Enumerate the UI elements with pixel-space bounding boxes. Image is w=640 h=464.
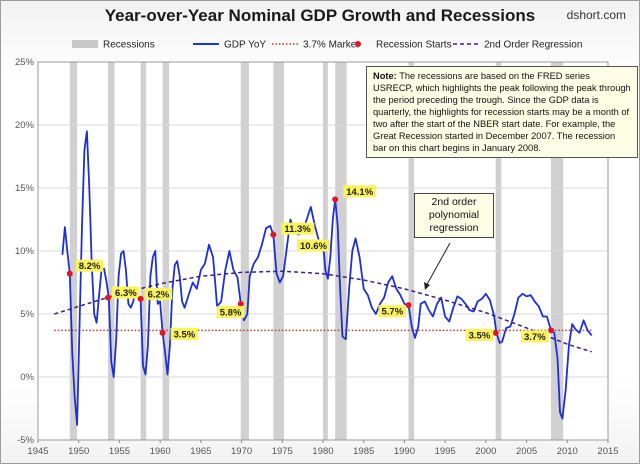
recession-start-point xyxy=(548,327,554,334)
annotation-arrow xyxy=(424,242,451,289)
x-tick-label: 1955 xyxy=(109,446,130,457)
x-tick-label: 1985 xyxy=(353,446,374,457)
recession-start-label-bg xyxy=(281,222,315,235)
x-tick-label: 1965 xyxy=(190,446,211,457)
recession-start-point xyxy=(66,270,73,277)
plot-border xyxy=(37,61,609,441)
recession-start-point xyxy=(159,329,166,336)
source-label: dshort.com xyxy=(566,8,626,22)
legend-label: Recession Starts xyxy=(376,40,452,51)
recession-start-label: 6.3% xyxy=(115,288,137,299)
x-tick-label: 1950 xyxy=(68,446,89,457)
recession-start-point xyxy=(237,300,244,307)
recession-start-label-bg xyxy=(112,286,140,299)
legend-item: Recession Starts xyxy=(355,40,452,51)
x-tick-label: 1960 xyxy=(150,446,171,457)
x-tick-label: 1970 xyxy=(231,446,252,457)
recession-start-label: 5.8% xyxy=(220,307,242,318)
x-tick-label: 2005 xyxy=(516,446,537,457)
x-tick-label: 1945 xyxy=(27,446,48,457)
recession-start-label-bg xyxy=(297,239,330,252)
recession-start-point xyxy=(137,295,144,302)
recession-start-label: 8.2% xyxy=(79,261,101,272)
legend-item: 3.7% Marker xyxy=(272,40,360,51)
recession-start-label-bg xyxy=(521,330,549,343)
recession-start-label: 3.5% xyxy=(469,330,491,341)
x-tick-label: 1995 xyxy=(435,446,456,457)
y-tick-label: 10% xyxy=(15,246,35,257)
recession-start-label: 10.6% xyxy=(300,241,327,252)
recession-start-point xyxy=(105,294,112,301)
recession-start-label: 3.7% xyxy=(524,332,546,343)
note-box: Note: The recessions are based on the FR… xyxy=(366,66,638,158)
legend-item: GDP YoY xyxy=(193,40,266,51)
y-tick-label: 0% xyxy=(20,372,34,383)
recession-start-label: 14.1% xyxy=(346,187,373,198)
note-label: Note: xyxy=(373,71,397,81)
y-tick-label: 20% xyxy=(15,120,35,131)
recession-start-label-bg xyxy=(216,305,245,318)
legend-label: Recessions xyxy=(103,40,155,51)
recession-start-point xyxy=(270,231,277,238)
recession-start-point xyxy=(405,302,412,309)
recession-start-label-bg xyxy=(343,185,377,198)
y-tick-label: 15% xyxy=(15,183,35,194)
annotation-arrowhead xyxy=(424,282,430,290)
x-tick-label: 1975 xyxy=(272,446,293,457)
recession-start-label-bg xyxy=(465,328,494,341)
y-tick-label: -5% xyxy=(17,435,34,446)
x-tick-label: 2010 xyxy=(557,446,578,457)
recession-start-point xyxy=(332,196,339,203)
x-tick-label: 2000 xyxy=(475,446,496,457)
recession-start-label: 6.2% xyxy=(148,289,170,300)
recession-start-label: 5.7% xyxy=(382,307,404,318)
recession-start-label: 11.3% xyxy=(284,224,311,235)
recession-start-point xyxy=(492,329,499,336)
legend-item: 2nd Order Regression xyxy=(453,40,582,51)
legend-item: Recessions xyxy=(72,40,155,51)
recession-start-label-bg xyxy=(170,327,199,340)
recession-start-label-bg xyxy=(144,287,173,300)
regression-annotation: 2nd order polynomial regression xyxy=(414,193,494,238)
x-tick-label: 2015 xyxy=(597,446,618,457)
y-tick-label: 25% xyxy=(15,57,35,68)
legend-label: 3.7% Marker xyxy=(303,40,360,51)
regression-line xyxy=(54,270,592,353)
legend-swatch xyxy=(355,41,361,47)
recession-start-label: 3.5% xyxy=(174,329,196,340)
legend-swatch xyxy=(72,40,98,48)
legend-label: GDP YoY xyxy=(224,40,266,51)
note-text: The recessions are based on the FRED ser… xyxy=(373,71,631,153)
recession-start-label-bg xyxy=(378,305,407,318)
recession-start-label-bg xyxy=(75,259,104,272)
x-tick-label: 1980 xyxy=(312,446,333,457)
y-tick-label: 5% xyxy=(20,309,34,320)
chart-title: Year-over-Year Nominal GDP Growth and Re… xyxy=(104,6,536,25)
x-tick-label: 1990 xyxy=(394,446,415,457)
legend-label: 2nd Order Regression xyxy=(484,40,582,51)
